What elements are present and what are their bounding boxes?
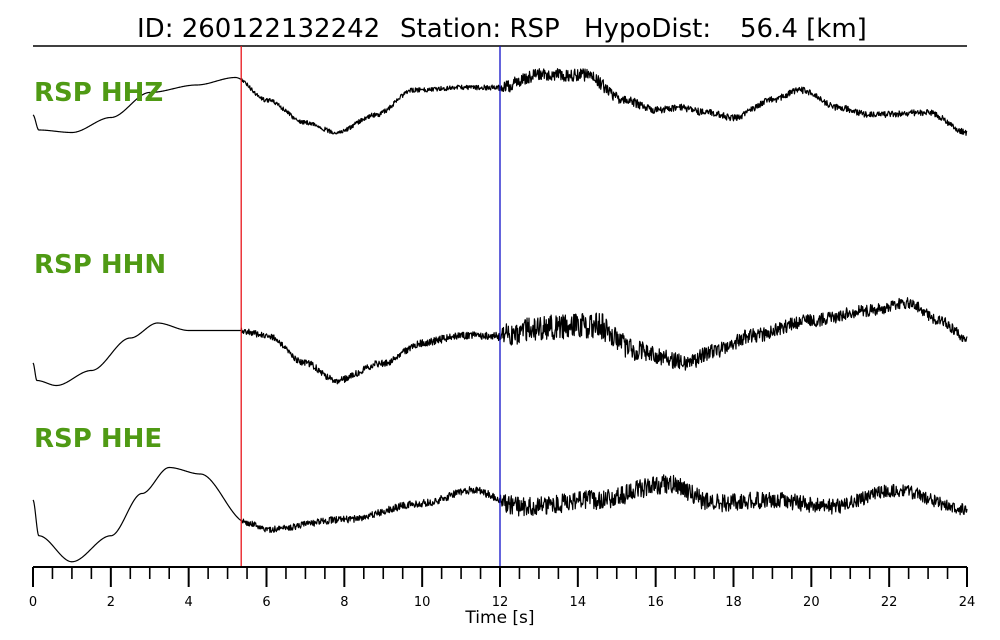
x-tick-label: 22: [881, 595, 898, 610]
x-tick-label: 8: [340, 595, 348, 610]
x-tick-label: 4: [185, 595, 193, 610]
x-tick-label: 12: [492, 595, 509, 610]
figure-title: ID: 260122132242 Station: RSP HypoDist: …: [137, 14, 867, 44]
x-tick-label: 16: [647, 595, 664, 610]
x-tick-label: 2: [107, 595, 115, 610]
channel-label-hhz: RSP HHZ: [34, 78, 163, 108]
channel-label-hhe: RSP HHE: [34, 424, 162, 454]
x-tick-label: 10: [414, 595, 431, 610]
event-id-text: ID: 260122132242: [137, 14, 380, 44]
x-axis-title: Time [s]: [464, 608, 534, 628]
hypodist-value: 56.4 [km]: [740, 14, 867, 44]
x-tick-label: 14: [570, 595, 587, 610]
x-tick-label: 24: [959, 595, 976, 610]
x-axis: 0 2 4 6 8 10 12 14 16 18 20 22 24: [29, 566, 976, 610]
station-text: Station: RSP: [400, 14, 560, 44]
x-tick-label: 0: [29, 595, 37, 610]
x-tick-label: 18: [725, 595, 742, 610]
hypodist-text: HypoDist:: [584, 14, 711, 44]
x-tick-label: 6: [262, 595, 270, 610]
x-tick-label: 20: [803, 595, 820, 610]
channel-label-hhn: RSP HHN: [34, 250, 166, 280]
